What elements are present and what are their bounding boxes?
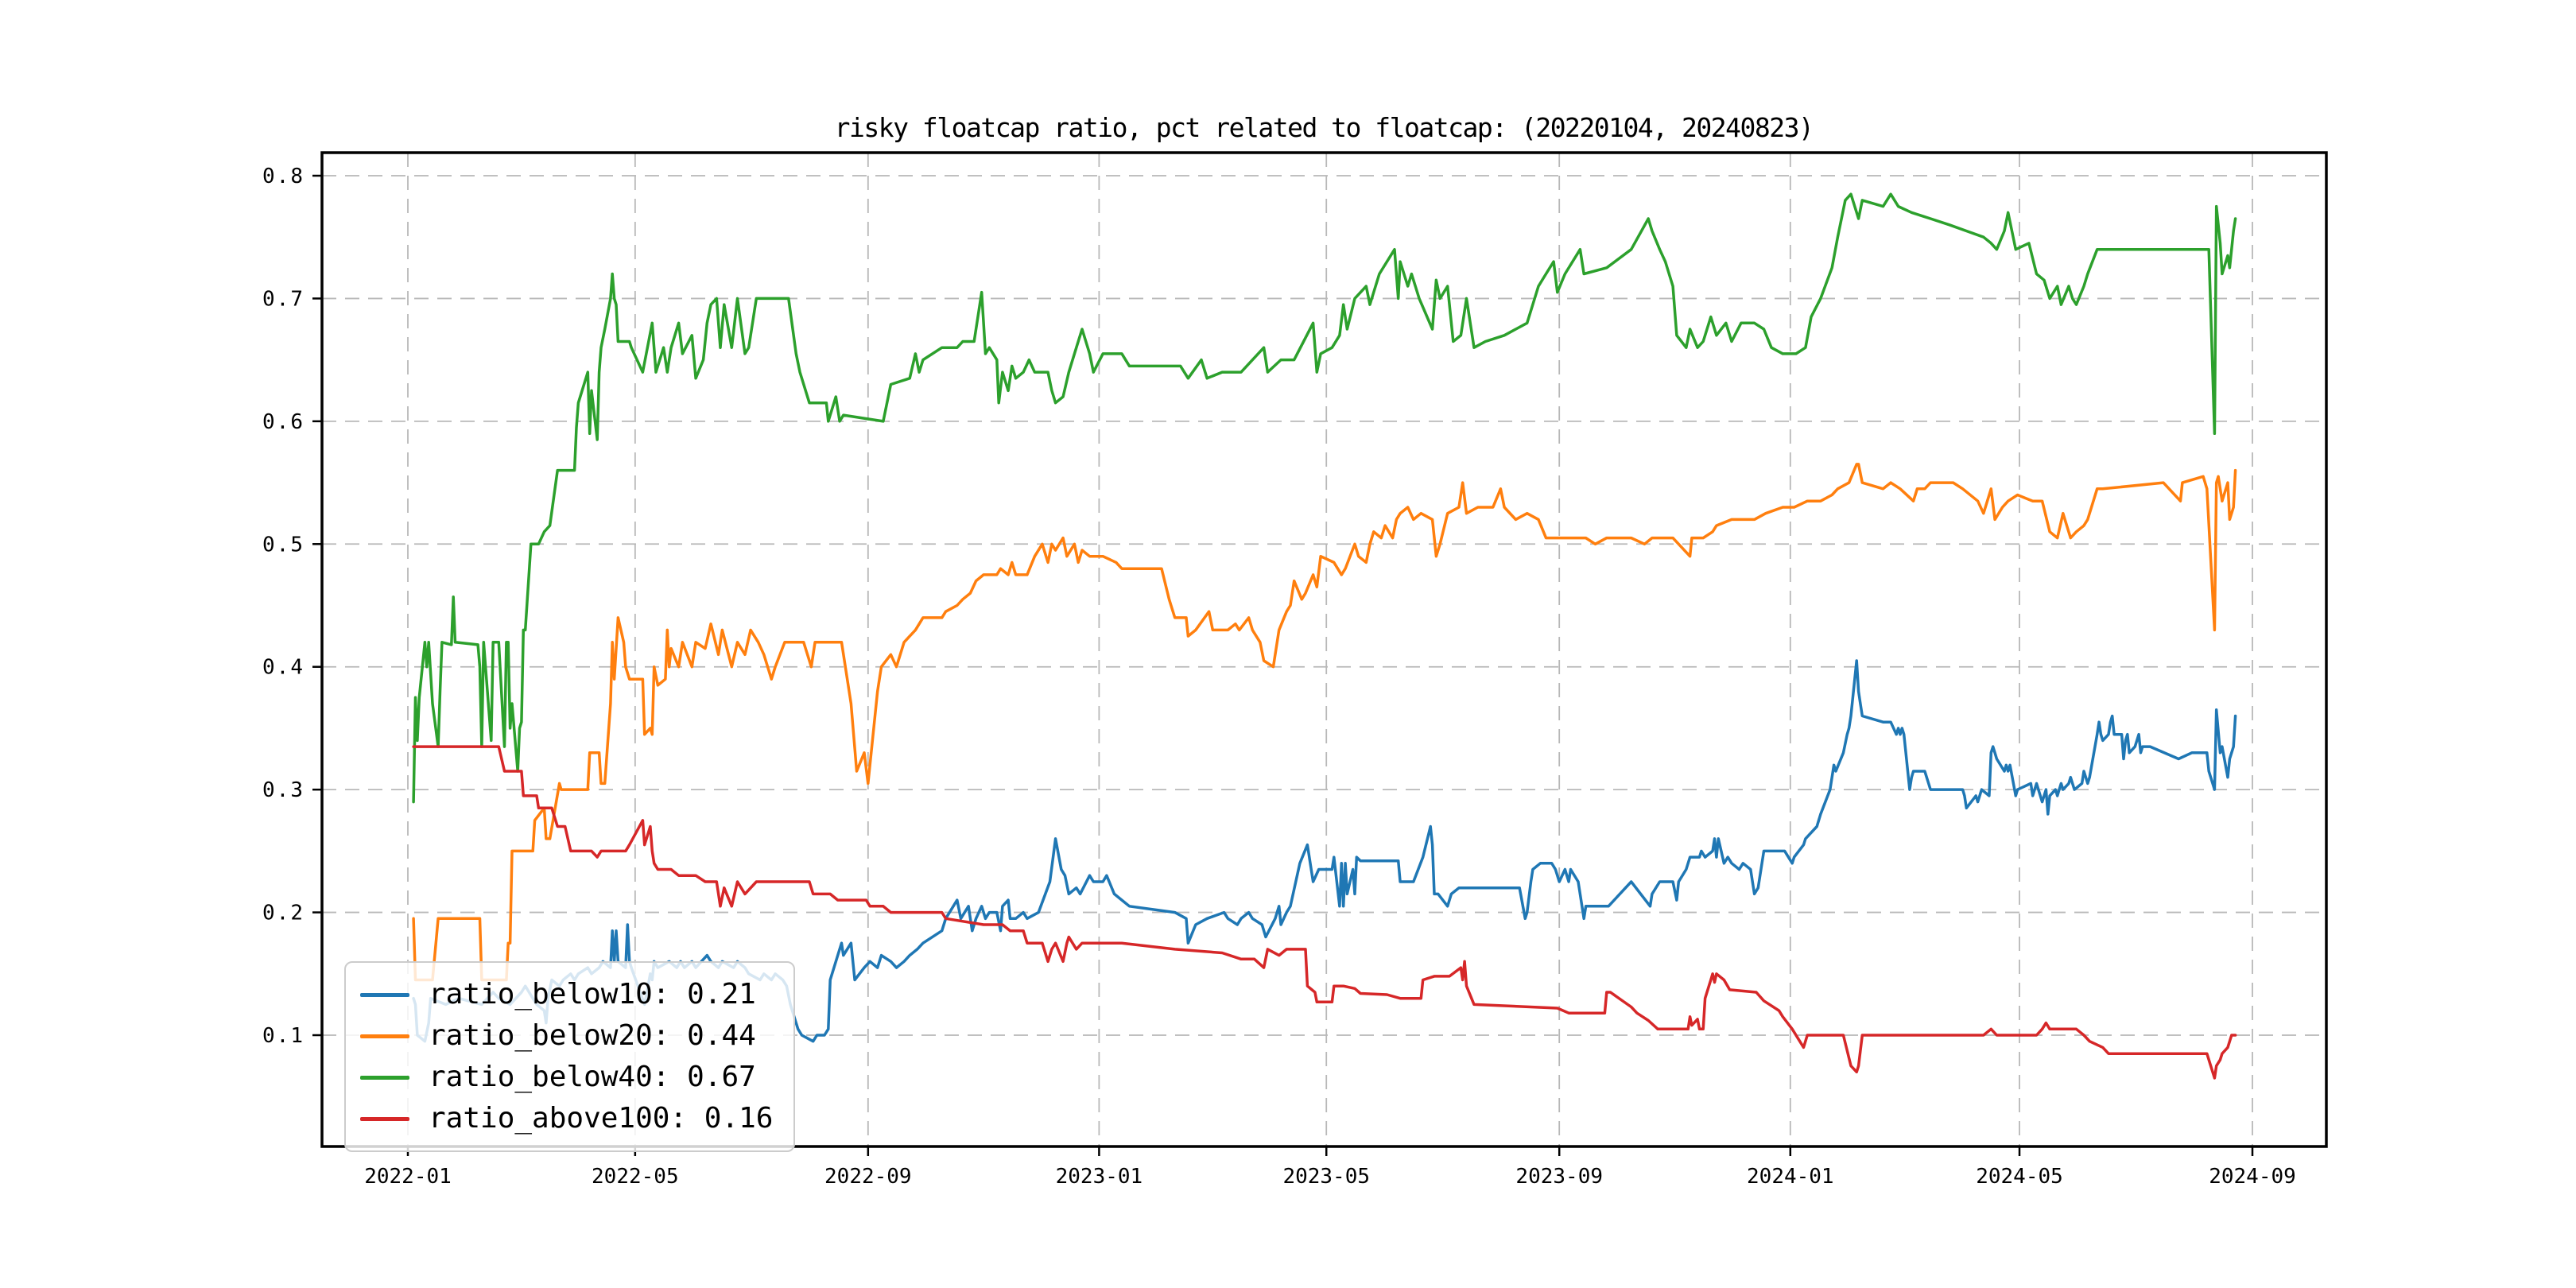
legend-label-ratio_below20: ratio_below20: 0.44 [429,1019,756,1052]
line-ratio_below40 [412,192,2237,804]
legend-swatch-ratio_below40 [360,1075,409,1080]
legend-item-ratio_below10: ratio_below10: 0.21 [360,974,773,1015]
series-lines [412,192,2237,1080]
legend-item-ratio_above100: ratio_above100: 0.16 [360,1098,773,1139]
y-tick-label-0.3: 0.3 [262,778,305,802]
x-tick-label-2023-09: 2023-09 [1515,1165,1603,1189]
legend: ratio_below10: 0.21 ratio_below20: 0.44 ra… [344,961,796,1152]
x-tick-label-2022-05: 2022-05 [592,1165,679,1189]
axes: 2022-01 2022-05 2022-09 2023-01 2023-05 2023-… [262,151,2328,1189]
legend-item-ratio_below40: ratio_below40: 0.67 [360,1057,773,1098]
x-tick-label-2024-09: 2024-09 [2209,1165,2296,1189]
line-ratio_above100 [412,745,2237,1080]
y-tick-label-0.5: 0.5 [262,533,305,557]
legend-label-ratio_above100: ratio_above100: 0.16 [429,1102,774,1135]
x-tick-label-2023-01: 2023-01 [1056,1165,1143,1189]
legend-label-ratio_below40: ratio_below40: 0.67 [429,1061,756,1093]
x-tick-label-2023-05: 2023-05 [1282,1165,1370,1189]
x-tick-label-2022-09: 2022-09 [824,1165,912,1189]
chart-title: risky floatcap ratio, pct related to flo… [835,112,1814,143]
grid [322,153,2326,1146]
y-tick-label-0.1: 0.1 [262,1024,305,1048]
x-tick-label-2022-01: 2022-01 [364,1165,452,1189]
x-tick-label-2024-05: 2024-05 [1976,1165,2063,1189]
x-tick-label-2024-01: 2024-01 [1747,1165,1834,1189]
y-tick-label-0.8: 0.8 [262,165,305,188]
legend-swatch-ratio_above100 [360,1116,409,1121]
plot-border [320,151,2328,1148]
y-tick-label-0.7: 0.7 [262,287,305,311]
legend-swatch-ratio_below20 [360,1034,409,1038]
legend-label-ratio_below10: ratio_below10: 0.21 [429,978,756,1011]
legend-swatch-ratio_below10 [360,992,409,997]
y-tick-label-0.2: 0.2 [262,902,305,925]
y-tick-label-0.4: 0.4 [262,656,305,680]
line-ratio_below20 [412,463,2237,982]
y-tick-label-0.6: 0.6 [262,410,305,434]
legend-item-ratio_below20: ratio_below20: 0.44 [360,1015,773,1057]
